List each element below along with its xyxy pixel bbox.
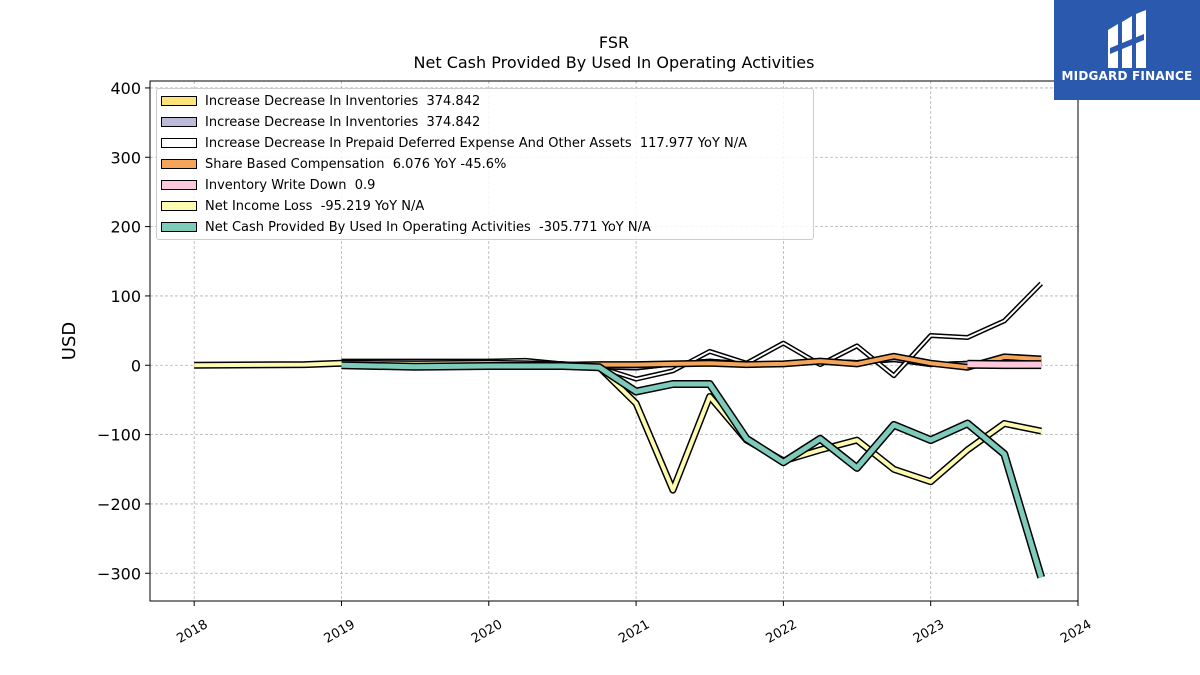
legend-swatch	[161, 180, 197, 190]
legend-swatch	[161, 96, 197, 106]
legend-item: Net Cash Provided By Used In Operating A…	[161, 218, 651, 236]
series-outline-6	[341, 361, 1046, 579]
x-tick-label: 2023	[911, 617, 947, 647]
legend-item: Increase Decrease In Inventories 374.842	[161, 92, 480, 110]
chart-title: FSR	[598, 33, 630, 52]
legend-swatch	[161, 138, 197, 148]
legend-swatch	[161, 222, 197, 232]
series-line-6	[341, 362, 1044, 579]
x-tick-label: 2021	[616, 617, 652, 647]
x-tick-label: 2020	[469, 617, 505, 647]
y-tick-label: −300	[97, 564, 141, 583]
legend-item: Increase Decrease In Prepaid Deferred Ex…	[161, 134, 747, 152]
legend: Increase Decrease In Inventories 374.842…	[156, 88, 814, 240]
x-tick-label: 2022	[764, 617, 800, 647]
chart-subtitle: Net Cash Provided By Used In Operating A…	[413, 53, 815, 72]
legend-item: Share Based Compensation 6.076 YoY -45.6…	[161, 155, 506, 173]
legend-label: Net Cash Provided By Used In Operating A…	[205, 219, 651, 235]
legend-label: Increase Decrease In Prepaid Deferred Ex…	[205, 135, 748, 151]
legend-label: Increase Decrease In Inventories 374.842	[205, 93, 481, 109]
legend-item: Net Income Loss -95.219 YoY N/A	[161, 197, 424, 215]
logo-mark-icon	[1108, 10, 1146, 68]
y-tick-label: −100	[97, 426, 141, 445]
legend-item: Inventory Write Down 0.9	[161, 176, 375, 194]
x-tick-label: 2018	[174, 617, 210, 647]
y-tick-label: 200	[110, 218, 141, 237]
logo-text: MIDGARD FINANCE	[1061, 69, 1193, 83]
y-tick-label: 100	[110, 287, 141, 306]
legend-item: Increase Decrease In Inventories 374.842	[161, 113, 480, 131]
legend-swatch	[161, 159, 197, 169]
y-tick-label: −200	[97, 495, 141, 514]
brand-logo: MIDGARD FINANCE	[1054, 0, 1200, 100]
plot-frame	[149, 80, 1079, 602]
legend-label: Increase Decrease In Inventories 374.842	[205, 114, 481, 130]
y-tick-label: 0	[131, 356, 141, 375]
legend-swatch	[161, 117, 197, 127]
x-tick-label: 2019	[322, 617, 358, 647]
y-tick-label: 400	[110, 79, 141, 98]
x-tick-label: 2024	[1058, 617, 1094, 647]
legend-label: Net Income Loss -95.219 YoY N/A	[205, 198, 425, 214]
y-tick-label: 300	[110, 148, 141, 167]
y-axis-label: USD	[59, 322, 80, 360]
legend-label: Share Based Compensation 6.076 YoY -45.6…	[205, 156, 507, 172]
legend-swatch	[161, 201, 197, 211]
legend-label: Inventory Write Down 0.9	[205, 177, 376, 193]
